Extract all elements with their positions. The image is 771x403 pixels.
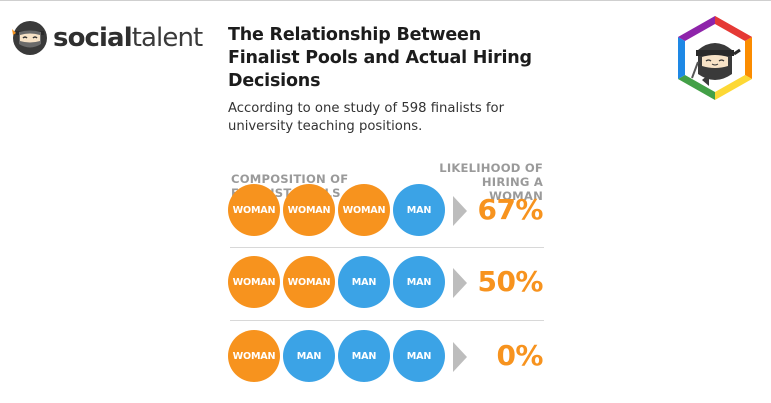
socialtalent-logo[interactable]: socialtalent — [12, 20, 204, 56]
man-circle: MAN — [393, 256, 445, 308]
brand-name-talent: talent — [131, 23, 204, 53]
infographic-subtitle: According to one study of 598 finalists … — [228, 101, 505, 134]
arrow-icon — [453, 196, 467, 226]
brand-name-social: social — [53, 23, 133, 53]
ninja-hexagon-badge-icon — [678, 16, 752, 100]
infographic: The Relationship Between Finalist Pools … — [228, 24, 546, 382]
top-border — [0, 0, 771, 1]
likelihood-value: 0% — [496, 339, 543, 372]
infographic-title: The Relationship Between Finalist Pools … — [228, 25, 532, 91]
woman-circle: WOMAN — [228, 184, 280, 236]
arrow-icon — [453, 268, 467, 298]
woman-circle: WOMAN — [228, 256, 280, 308]
woman-circle: WOMAN — [338, 184, 390, 236]
man-circle: MAN — [393, 330, 445, 382]
ninja-logo-icon — [12, 21, 47, 55]
woman-circle: WOMAN — [228, 330, 280, 382]
arrow-icon — [453, 342, 467, 372]
pool-row: WOMAN WOMAN MAN MAN 50% — [228, 256, 546, 310]
pool-row: WOMAN MAN MAN MAN 0% — [228, 330, 546, 384]
woman-circle: WOMAN — [283, 184, 335, 236]
man-circle: MAN — [283, 330, 335, 382]
row-divider — [230, 320, 544, 321]
man-circle: MAN — [338, 256, 390, 308]
man-circle: MAN — [393, 184, 445, 236]
likelihood-value: 67% — [477, 193, 543, 226]
row-divider — [230, 247, 544, 248]
pool-row: WOMAN WOMAN WOMAN MAN 67% — [228, 184, 546, 238]
man-circle: MAN — [338, 330, 390, 382]
likelihood-value: 50% — [477, 265, 543, 298]
brand-name: socialtalent — [53, 20, 204, 56]
header-likelihood: LIKELIHOOD OF HIRING A WOMAN — [439, 161, 543, 203]
woman-circle: WOMAN — [283, 256, 335, 308]
